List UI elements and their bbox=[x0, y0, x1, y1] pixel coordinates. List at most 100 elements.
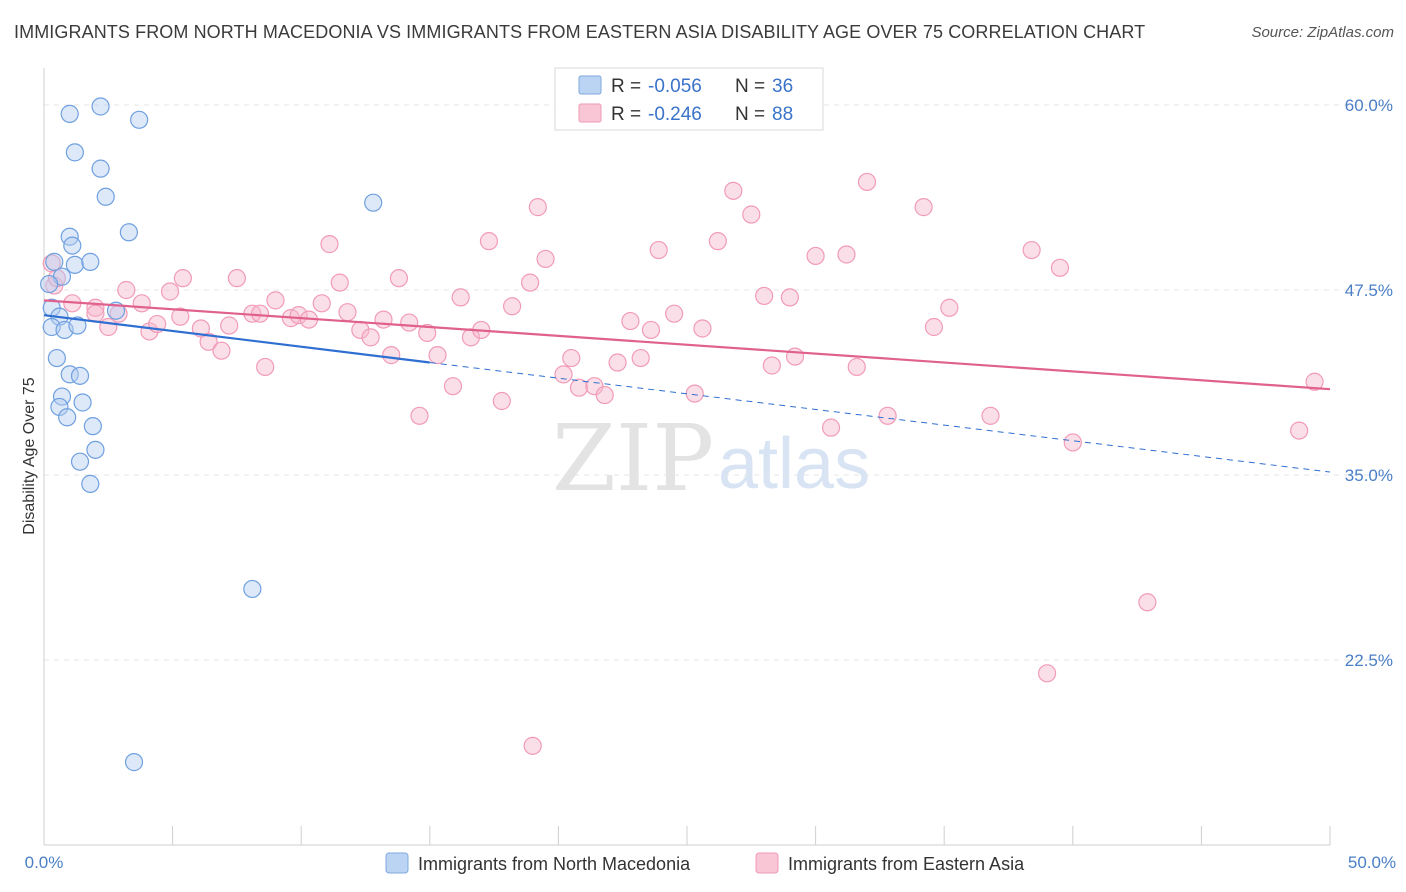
legend-r-value-2: -0.246 bbox=[648, 104, 702, 125]
data-point-eastern-asia bbox=[914, 198, 933, 217]
data-point-eastern-asia bbox=[173, 269, 192, 288]
bottom-legend: Immigrants from North Macedonia Immigran… bbox=[385, 852, 1025, 874]
data-point-north-macedonia bbox=[40, 274, 59, 294]
legend-swatch-pink bbox=[578, 103, 602, 123]
legend-n-label-2: N = bbox=[735, 104, 765, 125]
data-point-eastern-asia bbox=[693, 319, 712, 338]
data-point-north-macedonia bbox=[63, 236, 82, 255]
bottom-legend-label-pink: Immigrants from Eastern Asia bbox=[788, 854, 1025, 874]
data-point-north-macedonia bbox=[45, 252, 64, 271]
data-point-north-macedonia bbox=[47, 348, 66, 368]
data-point-eastern-asia bbox=[569, 378, 589, 397]
data-point-eastern-asia bbox=[621, 311, 640, 331]
data-point-eastern-asia bbox=[708, 232, 727, 251]
data-point-eastern-asia bbox=[199, 332, 218, 351]
data-point-eastern-asia bbox=[1022, 240, 1041, 260]
data-point-eastern-asia bbox=[857, 172, 877, 192]
trend-line-north-macedonia bbox=[43, 314, 430, 364]
y-tick-label: 47.5% bbox=[1345, 281, 1393, 300]
data-point-eastern-asia bbox=[595, 385, 614, 405]
data-point-north-macedonia bbox=[96, 187, 115, 206]
y-tick-labels: 22.5% 35.0% 47.5% 60.0% bbox=[1345, 96, 1393, 670]
data-point-eastern-asia bbox=[256, 357, 275, 377]
data-point-eastern-asia bbox=[940, 298, 959, 317]
data-point-eastern-asia bbox=[443, 377, 463, 396]
data-point-eastern-asia bbox=[742, 205, 761, 224]
data-point-eastern-asia bbox=[503, 297, 522, 316]
data-point-eastern-asia bbox=[451, 288, 470, 307]
trend-lines bbox=[43, 299, 1331, 473]
data-point-eastern-asia bbox=[132, 294, 151, 313]
data-point-north-macedonia bbox=[81, 252, 100, 271]
data-point-north-macedonia bbox=[364, 193, 383, 212]
legend-r-value-1: -0.056 bbox=[648, 76, 702, 97]
grid-lines bbox=[44, 104, 1392, 661]
bottom-legend-swatch-pink bbox=[755, 852, 779, 874]
data-point-eastern-asia bbox=[227, 269, 246, 288]
data-point-north-macedonia bbox=[119, 223, 138, 242]
data-point-north-macedonia bbox=[52, 387, 72, 406]
data-point-eastern-asia bbox=[312, 294, 331, 313]
data-point-eastern-asia bbox=[389, 269, 409, 288]
data-point-eastern-asia bbox=[1037, 664, 1057, 683]
data-point-eastern-asia bbox=[1050, 258, 1070, 277]
watermark-zip: ZIP bbox=[552, 405, 714, 512]
data-point-north-macedonia bbox=[83, 417, 102, 436]
data-point-eastern-asia bbox=[266, 291, 285, 310]
data-point-eastern-asia bbox=[924, 317, 944, 337]
series-north-macedonia-points bbox=[40, 97, 383, 772]
data-point-eastern-asia bbox=[220, 316, 239, 335]
data-point-north-macedonia bbox=[70, 452, 90, 471]
data-point-eastern-asia bbox=[806, 246, 825, 266]
y-axis-label: Disability Age Over 75 bbox=[21, 377, 38, 535]
y-tick-label: 60.0% bbox=[1345, 96, 1393, 115]
data-point-eastern-asia bbox=[755, 286, 774, 306]
data-point-eastern-asia bbox=[685, 384, 704, 403]
data-point-eastern-asia bbox=[562, 348, 581, 368]
data-point-eastern-asia bbox=[608, 353, 627, 372]
data-point-eastern-asia bbox=[99, 317, 118, 337]
data-point-eastern-asia bbox=[330, 273, 349, 292]
trend-line-eastern-asia bbox=[43, 299, 1331, 391]
data-point-eastern-asia bbox=[981, 406, 1000, 425]
data-point-eastern-asia bbox=[492, 391, 511, 411]
data-point-eastern-asia bbox=[762, 356, 781, 375]
data-point-eastern-asia bbox=[821, 418, 841, 437]
data-point-north-macedonia bbox=[73, 393, 92, 412]
legend-n-value-1: 36 bbox=[772, 76, 793, 97]
data-point-eastern-asia bbox=[878, 406, 897, 425]
data-point-eastern-asia bbox=[320, 235, 339, 254]
y-tick-label: 35.0% bbox=[1345, 466, 1393, 485]
data-point-eastern-asia bbox=[338, 303, 357, 322]
data-point-eastern-asia bbox=[361, 328, 380, 347]
data-point-north-macedonia bbox=[91, 97, 110, 116]
trend-line-north-macedonia-extension bbox=[429, 362, 1331, 473]
x-tick-label-min: 0.0% bbox=[25, 853, 64, 872]
legend-r-label-2: R = bbox=[611, 104, 641, 125]
y-tick-label: 22.5% bbox=[1345, 651, 1393, 670]
data-point-eastern-asia bbox=[521, 273, 540, 292]
legend-swatch-blue bbox=[578, 75, 602, 95]
source-label: Source: ZipAtlas.com bbox=[1251, 24, 1394, 41]
data-point-eastern-asia bbox=[374, 310, 393, 329]
data-point-eastern-asia bbox=[479, 232, 499, 251]
legend-n-label-1: N = bbox=[735, 76, 765, 97]
data-point-eastern-asia bbox=[400, 313, 419, 332]
data-point-eastern-asia bbox=[250, 304, 270, 323]
data-point-north-macedonia bbox=[70, 366, 90, 385]
data-point-north-macedonia bbox=[60, 104, 79, 123]
data-point-eastern-asia bbox=[785, 347, 805, 366]
data-point-eastern-asia bbox=[289, 306, 308, 325]
data-point-eastern-asia bbox=[1305, 372, 1324, 391]
data-point-north-macedonia bbox=[124, 753, 144, 772]
data-point-north-macedonia bbox=[86, 440, 105, 459]
data-point-north-macedonia bbox=[68, 316, 87, 335]
data-point-eastern-asia bbox=[724, 181, 743, 200]
x-tick-label-max: 50.0% bbox=[1348, 853, 1396, 872]
data-point-eastern-asia bbox=[1063, 433, 1082, 452]
legend-n-value-2: 88 bbox=[772, 104, 793, 125]
data-point-eastern-asia bbox=[536, 249, 555, 269]
x-ticks bbox=[43, 826, 1331, 845]
data-point-eastern-asia bbox=[418, 323, 437, 343]
